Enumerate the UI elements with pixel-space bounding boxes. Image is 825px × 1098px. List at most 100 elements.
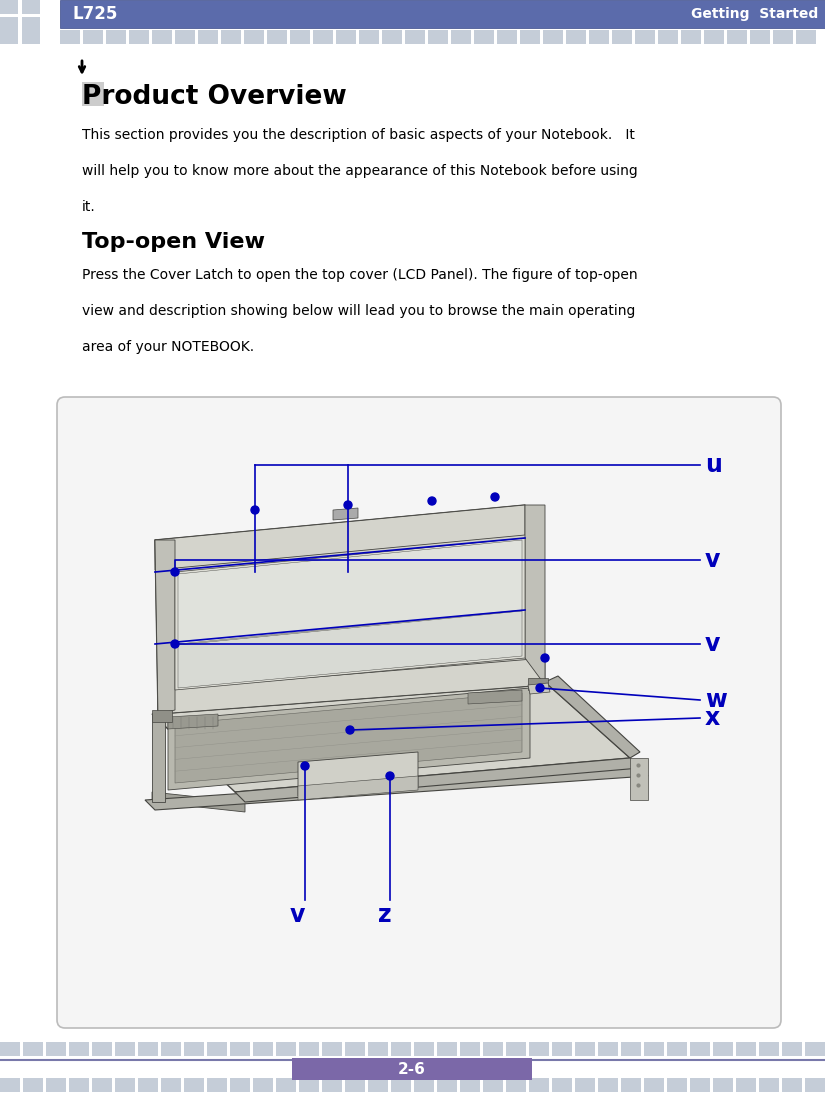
Text: Product Overview: Product Overview: [82, 85, 346, 110]
Polygon shape: [528, 683, 550, 694]
Bar: [598, 1042, 618, 1056]
Bar: [690, 1078, 710, 1093]
Bar: [60, 0, 825, 29]
Bar: [750, 30, 770, 44]
Bar: [253, 1042, 273, 1056]
Text: will help you to know more about the appearance of this Notebook before using: will help you to know more about the app…: [82, 164, 638, 178]
Bar: [506, 1042, 526, 1056]
Bar: [382, 30, 402, 44]
Bar: [0, 30, 18, 44]
Circle shape: [344, 501, 352, 509]
Bar: [322, 1042, 342, 1056]
Bar: [635, 30, 655, 44]
Bar: [805, 1042, 825, 1056]
Bar: [644, 1042, 664, 1056]
Bar: [221, 30, 241, 44]
Circle shape: [251, 506, 259, 514]
Text: view and description showing below will lead you to browse the main operating: view and description showing below will …: [82, 304, 635, 318]
Bar: [60, 30, 80, 44]
Bar: [566, 30, 586, 44]
Polygon shape: [468, 690, 522, 704]
Bar: [405, 30, 425, 44]
Bar: [138, 1078, 158, 1093]
Text: Press the Cover Latch to open the top cover (LCD Panel). The figure of top-open: Press the Cover Latch to open the top co…: [82, 268, 638, 282]
Bar: [336, 30, 356, 44]
Bar: [276, 1078, 296, 1093]
Bar: [690, 1042, 710, 1056]
Bar: [138, 1042, 158, 1056]
Bar: [391, 1078, 411, 1093]
Circle shape: [301, 762, 309, 770]
Bar: [69, 1042, 89, 1056]
Bar: [313, 30, 333, 44]
Polygon shape: [145, 766, 648, 810]
Bar: [474, 30, 494, 44]
Bar: [290, 30, 310, 44]
Bar: [667, 1042, 687, 1056]
Text: v: v: [705, 632, 720, 656]
Polygon shape: [528, 677, 548, 690]
Text: 2-6: 2-6: [398, 1062, 426, 1076]
Bar: [589, 30, 609, 44]
Bar: [0, 16, 18, 31]
Bar: [322, 1078, 342, 1093]
Bar: [368, 1042, 388, 1056]
Bar: [46, 1078, 66, 1093]
Bar: [713, 1078, 733, 1093]
Bar: [782, 1078, 802, 1093]
Bar: [23, 1042, 43, 1056]
Bar: [506, 1078, 526, 1093]
Bar: [115, 1078, 135, 1093]
Bar: [621, 1042, 641, 1056]
Bar: [451, 30, 471, 44]
Bar: [23, 1078, 43, 1093]
Bar: [267, 30, 287, 44]
Text: v: v: [705, 548, 720, 572]
Circle shape: [346, 726, 354, 733]
Circle shape: [171, 568, 179, 576]
Bar: [83, 30, 103, 44]
Polygon shape: [155, 540, 175, 714]
Bar: [644, 1078, 664, 1093]
Bar: [437, 1078, 457, 1093]
Bar: [207, 1042, 227, 1056]
Bar: [299, 1042, 319, 1056]
Bar: [529, 1078, 549, 1093]
Polygon shape: [152, 682, 630, 792]
Bar: [0, 1042, 20, 1056]
Polygon shape: [298, 776, 418, 800]
Bar: [796, 30, 816, 44]
Polygon shape: [178, 540, 522, 645]
Polygon shape: [168, 714, 218, 729]
Bar: [713, 1042, 733, 1056]
Bar: [759, 1042, 779, 1056]
Bar: [428, 30, 448, 44]
Bar: [129, 30, 149, 44]
Bar: [115, 1042, 135, 1056]
Bar: [244, 30, 264, 44]
Polygon shape: [525, 505, 545, 685]
Bar: [704, 30, 724, 44]
Polygon shape: [155, 505, 545, 714]
Bar: [736, 1042, 756, 1056]
FancyBboxPatch shape: [57, 397, 781, 1028]
Bar: [529, 1042, 549, 1056]
Bar: [0, 1078, 20, 1093]
Bar: [184, 1042, 204, 1056]
Bar: [727, 30, 747, 44]
Polygon shape: [175, 538, 525, 690]
Text: x: x: [705, 706, 720, 730]
Polygon shape: [175, 693, 522, 783]
Bar: [161, 1042, 181, 1056]
Text: it.: it.: [82, 200, 96, 214]
Polygon shape: [168, 688, 530, 789]
Polygon shape: [545, 676, 640, 758]
Bar: [414, 1042, 434, 1056]
Bar: [161, 1078, 181, 1093]
Bar: [667, 1078, 687, 1093]
Bar: [345, 1078, 365, 1093]
Bar: [207, 1078, 227, 1093]
Bar: [612, 30, 632, 44]
Text: u: u: [705, 453, 722, 477]
Bar: [805, 1078, 825, 1093]
